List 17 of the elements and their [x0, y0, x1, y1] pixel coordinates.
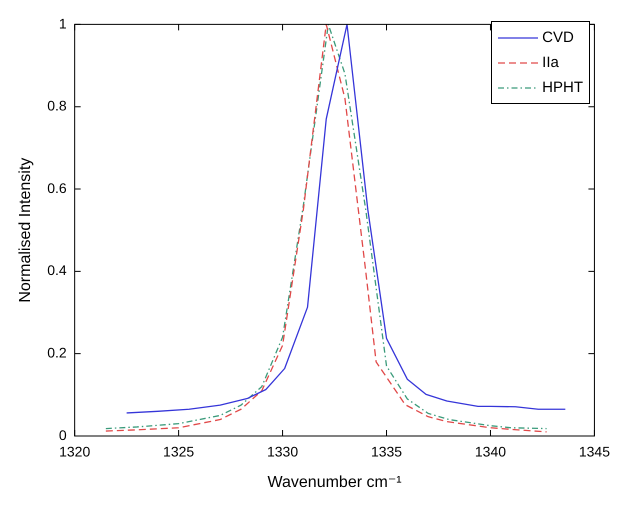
y-tick-label: 0.6 — [47, 180, 67, 196]
legend-label: CVD — [542, 29, 574, 46]
x-axis-title: Wavenumber cm⁻¹ — [267, 474, 402, 491]
x-tick-label: 1330 — [266, 443, 298, 460]
y-tick-label: 0.2 — [47, 344, 67, 361]
x-tick-label: 1345 — [578, 443, 610, 460]
legend-label: HPHT — [542, 79, 583, 96]
x-tick-label: 1320 — [59, 443, 90, 460]
y-tick-label: 1 — [58, 15, 67, 32]
x-tick-label: 1335 — [370, 443, 402, 460]
y-tick-label: 0 — [58, 426, 67, 443]
legend-label: IIa — [542, 54, 559, 71]
x-tick-label: 1325 — [163, 443, 194, 460]
y-tick-label: 0.4 — [47, 262, 67, 278]
x-tick-label: 1340 — [474, 443, 506, 460]
y-tick-label: 0.8 — [47, 98, 67, 114]
y-axis-title: Normalised Intensity — [17, 158, 34, 303]
